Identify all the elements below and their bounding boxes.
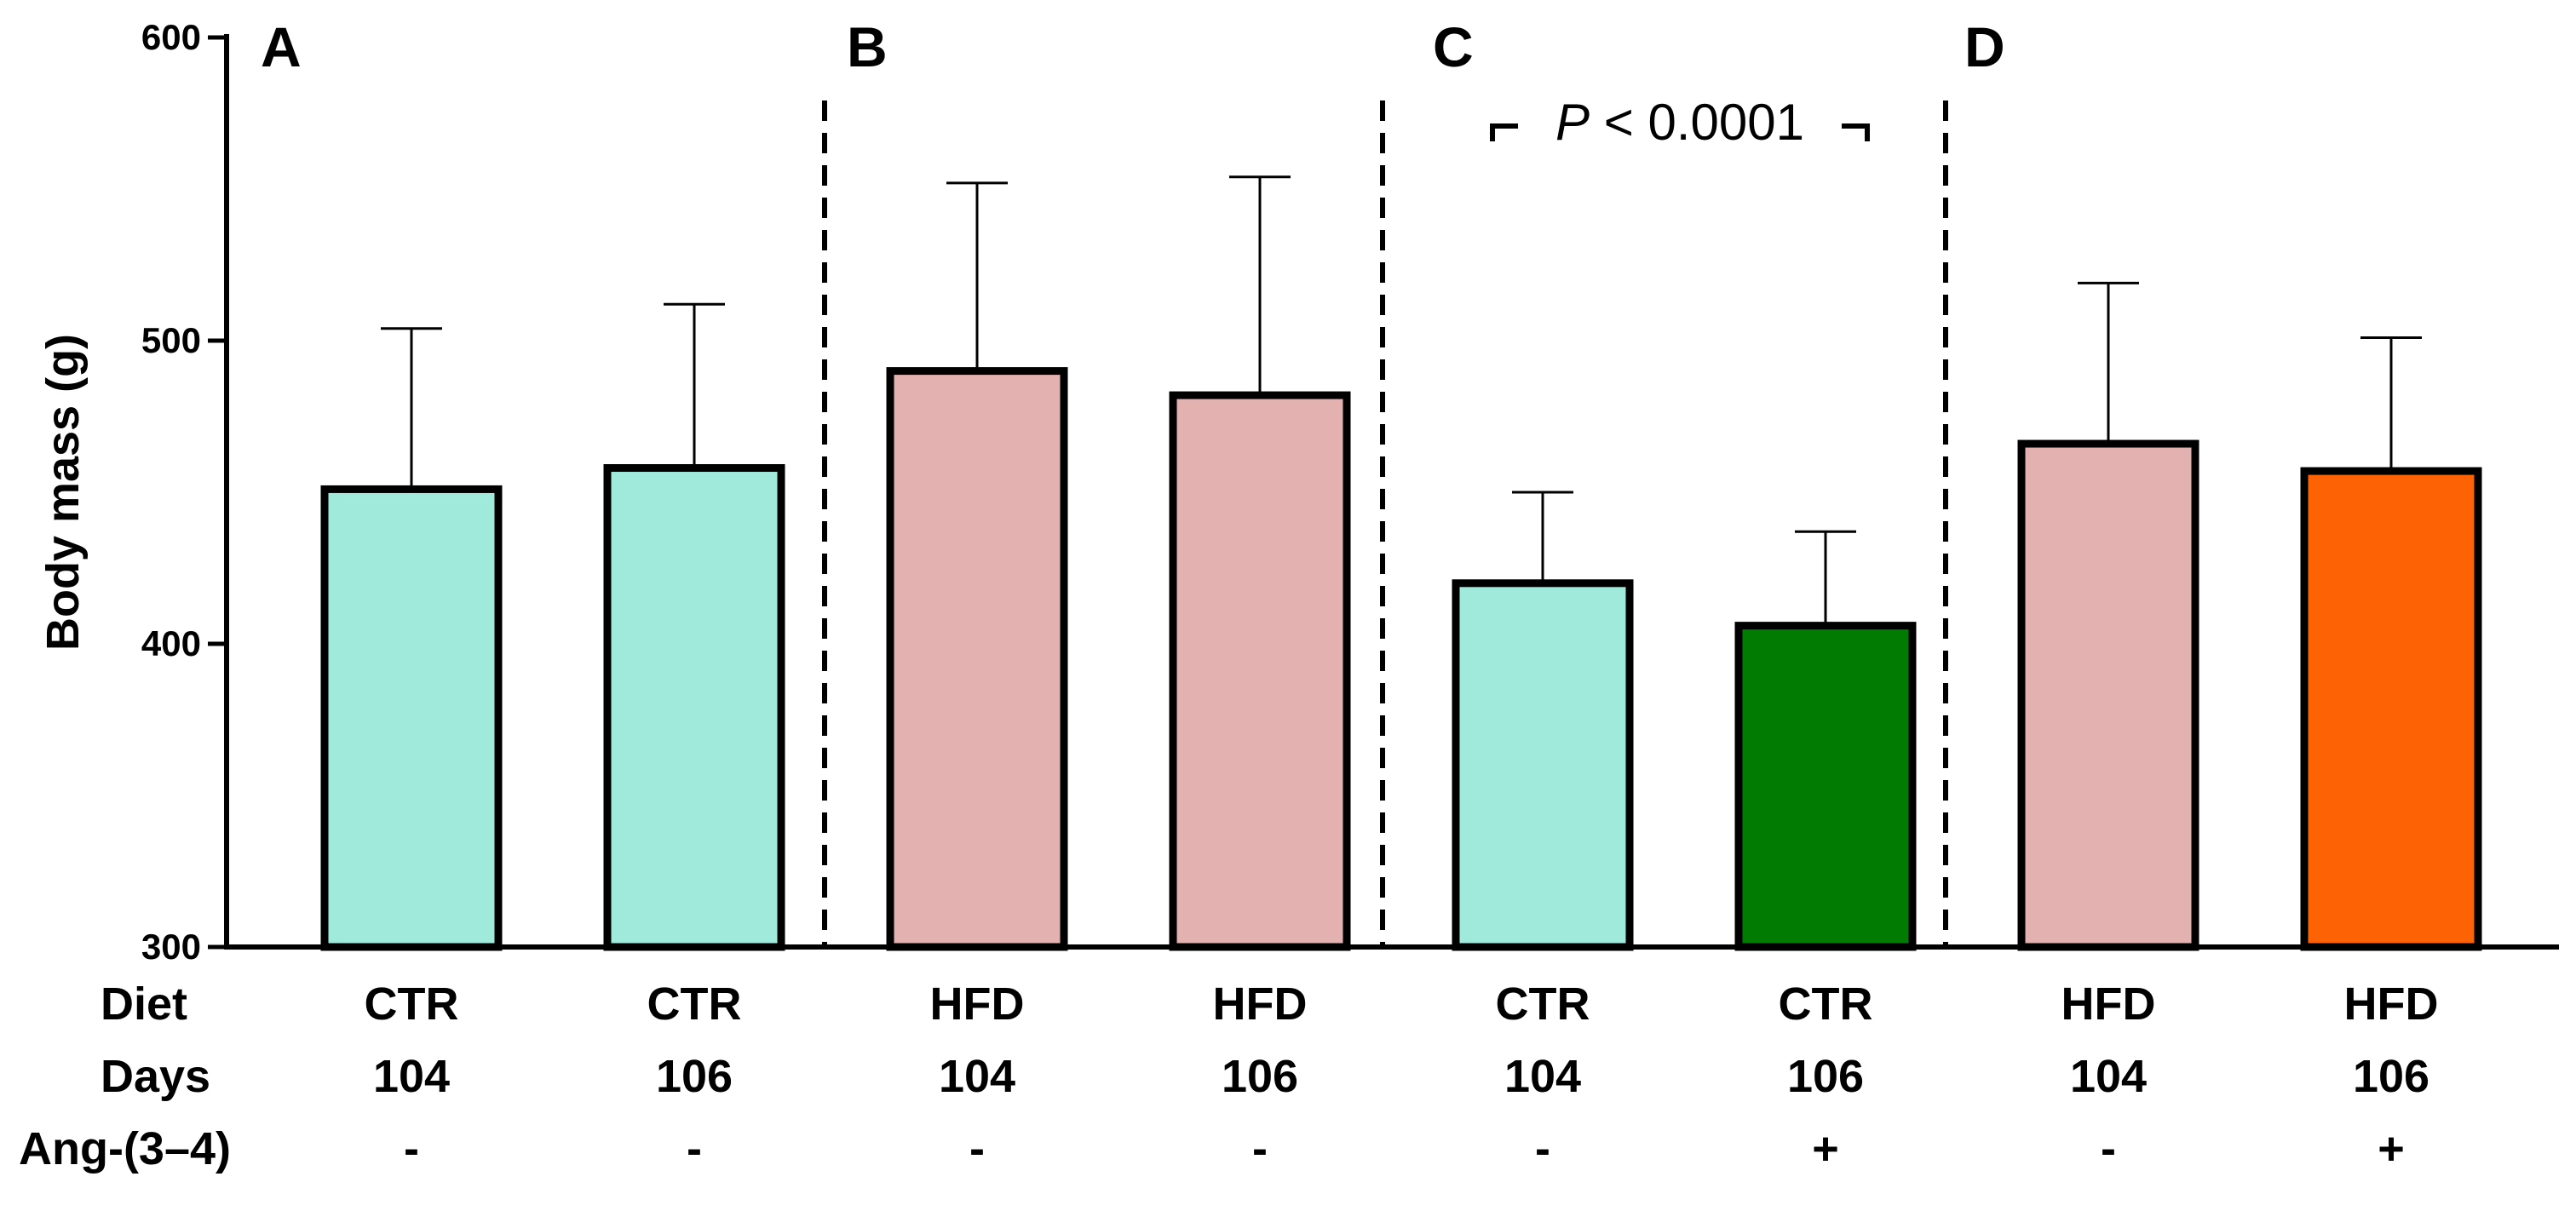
bar-6-diet-label: CTR — [1779, 979, 1873, 1030]
panel-label-d: D — [1964, 15, 2005, 78]
error-bar-5 — [1512, 491, 1573, 583]
bar-1 — [320, 485, 503, 951]
bar-6 — [1734, 622, 1917, 951]
row-label-ang: Ang-(3–4) — [19, 1123, 231, 1174]
bar-7-ang-label: - — [2101, 1123, 2116, 1174]
significance-annotation: P < 0.0001 — [1490, 94, 1870, 151]
y-tick-label: 600 — [141, 17, 201, 57]
error-bar-8 — [2360, 336, 2422, 472]
bar-7-days-label: 104 — [2070, 1051, 2147, 1102]
bar-5-ang-label: - — [1535, 1123, 1550, 1174]
bar-2 — [603, 464, 785, 951]
bar-8 — [2300, 467, 2482, 951]
bar-8-ang-label: + — [2378, 1123, 2405, 1174]
bar-5 — [1452, 579, 1634, 951]
bar-3 — [886, 367, 1068, 951]
bar-3-diet-label: HFD — [930, 979, 1025, 1030]
bar-5-days-label: 104 — [1504, 1051, 1581, 1102]
error-bar-4 — [1229, 175, 1291, 396]
bar-3-ang-label: - — [969, 1123, 985, 1174]
y-tick-label: 400 — [141, 623, 201, 663]
error-bar-6 — [1795, 530, 1856, 626]
y-tick-label: 300 — [141, 927, 201, 967]
bar-2-diet-label: CTR — [647, 979, 742, 1030]
bar-6-days-label: 106 — [1787, 1051, 1864, 1102]
panel-label-b: B — [847, 15, 888, 78]
bar-8-days-label: 106 — [2353, 1051, 2429, 1102]
bar-4-days-label: 106 — [1222, 1051, 1298, 1102]
bar-1-days-label: 104 — [373, 1051, 450, 1102]
bar-1-ang-label: - — [404, 1123, 419, 1174]
error-bar-2 — [664, 302, 725, 468]
bar-7 — [2017, 439, 2199, 951]
bar-4-ang-label: - — [1252, 1123, 1268, 1174]
row-label-diet: Diet — [101, 979, 187, 1030]
error-bar-7 — [2078, 281, 2139, 445]
panel-label-c: C — [1433, 15, 1474, 78]
bar-6-ang-label: + — [1812, 1123, 1839, 1174]
error-bar-1 — [381, 327, 442, 490]
bar-4 — [1169, 391, 1351, 951]
bar-3-days-label: 104 — [939, 1051, 1015, 1102]
row-label-days: Days — [101, 1051, 210, 1102]
bar-5-diet-label: CTR — [1496, 979, 1590, 1030]
bar-8-diet-label: HFD — [2344, 979, 2439, 1030]
bar-2-days-label: 106 — [656, 1051, 733, 1102]
panel-label-a: A — [261, 15, 302, 78]
y-axis-label: Body mass (g) — [37, 334, 89, 651]
bar-2-ang-label: - — [687, 1123, 702, 1174]
y-tick-label: 500 — [141, 320, 201, 360]
bar-1-diet-label: CTR — [365, 979, 459, 1030]
error-bar-3 — [946, 181, 1008, 371]
bar-4-diet-label: HFD — [1213, 979, 1308, 1030]
bar-7-diet-label: HFD — [2061, 979, 2156, 1030]
p-value-label: P < 0.0001 — [1555, 94, 1804, 151]
